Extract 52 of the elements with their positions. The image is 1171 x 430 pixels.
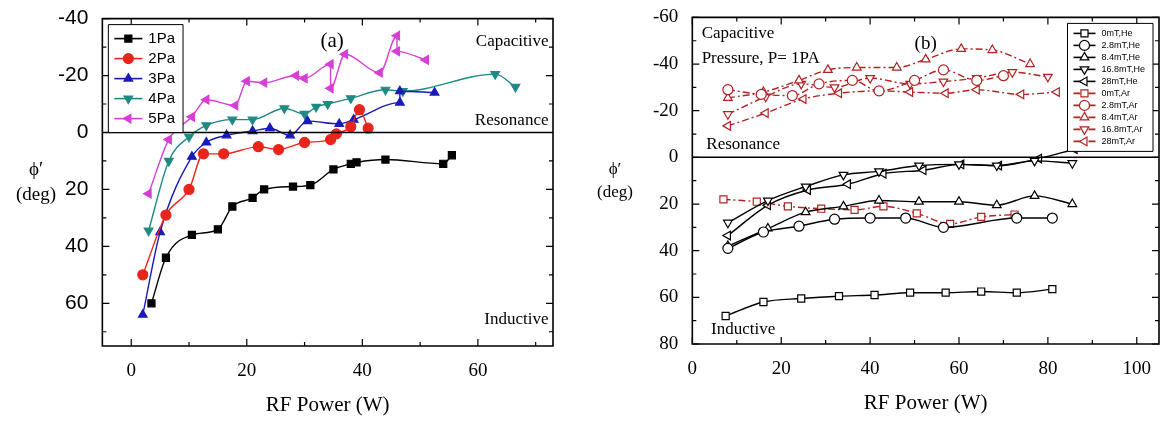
annotation: Capacitive bbox=[475, 30, 549, 50]
legend-label: 0mT,He bbox=[1101, 27, 1133, 38]
x-tick-label: 0 bbox=[126, 359, 136, 381]
legend-label: 16.8mT,He bbox=[1101, 63, 1146, 74]
x-tick-label: 100 bbox=[1122, 357, 1152, 379]
y-tick-label: -20 bbox=[57, 62, 89, 86]
legend-label: 2.8mT,Ar bbox=[1101, 99, 1138, 110]
y-tick-label: 80 bbox=[659, 331, 679, 353]
annotation: Capacitive bbox=[701, 23, 775, 43]
y-axis-title: ϕ′ (deg) bbox=[597, 158, 633, 201]
annotation: Inductive bbox=[484, 309, 549, 329]
legend-label: 16.8mT,Ar bbox=[1101, 123, 1143, 134]
x-tick-label: 60 bbox=[949, 357, 969, 379]
y-tick-label: 40 bbox=[659, 238, 679, 260]
legend-label: 8.4mT,He bbox=[1101, 51, 1140, 62]
x-tick-label: 80 bbox=[1038, 357, 1058, 379]
x-tick-label: 40 bbox=[352, 359, 372, 381]
y-tick-label: 60 bbox=[659, 285, 679, 307]
x-axis-title: RF Power (W) bbox=[863, 389, 988, 414]
y-tick-label: 0 bbox=[668, 145, 679, 167]
x-tick-label: 0 bbox=[687, 357, 698, 379]
legend-label: 2Pa bbox=[148, 48, 176, 66]
annotation: (a) bbox=[320, 28, 344, 53]
annotation: Resonance bbox=[474, 109, 549, 129]
y-tick-label: -60 bbox=[653, 5, 679, 27]
y-tick-label: 60 bbox=[64, 290, 89, 314]
x-tick-label: 60 bbox=[468, 359, 488, 381]
annotation: Resonance bbox=[706, 134, 780, 154]
x-axis-title: RF Power (W) bbox=[265, 391, 390, 416]
y-tick-label: -40 bbox=[57, 5, 89, 29]
y-tick-label: 40 bbox=[64, 233, 89, 257]
y-tick-label: -40 bbox=[653, 52, 679, 74]
x-tick-label: 40 bbox=[860, 357, 880, 379]
legend-label: 1Pa bbox=[148, 28, 176, 46]
annotation: (b) bbox=[914, 31, 937, 54]
y-tick-label: 20 bbox=[659, 192, 679, 214]
legend-label: 28mT,He bbox=[1101, 75, 1138, 86]
y-tick-label: 0 bbox=[76, 119, 89, 143]
legend-label: 28mT,Ar bbox=[1101, 135, 1135, 146]
y-tick-label: -20 bbox=[653, 98, 679, 120]
x-tick-label: 20 bbox=[771, 357, 791, 379]
legend-label: 3Pa bbox=[148, 68, 176, 86]
legend-label: 4Pa bbox=[148, 88, 176, 106]
legend-label: 8.4mT,Ar bbox=[1101, 111, 1138, 122]
legend-label: 5Pa bbox=[148, 108, 176, 126]
legend-label: 0mT,Ar bbox=[1101, 87, 1130, 98]
annotation: Pressure, P= 1PA bbox=[701, 47, 821, 67]
legend-label: 2.8mT,He bbox=[1101, 39, 1140, 50]
y-tick-label: 20 bbox=[64, 176, 89, 200]
y-axis-title: ϕ′ (deg) bbox=[15, 157, 57, 205]
x-tick-label: 20 bbox=[237, 359, 257, 381]
annotation: Inductive bbox=[710, 318, 776, 338]
